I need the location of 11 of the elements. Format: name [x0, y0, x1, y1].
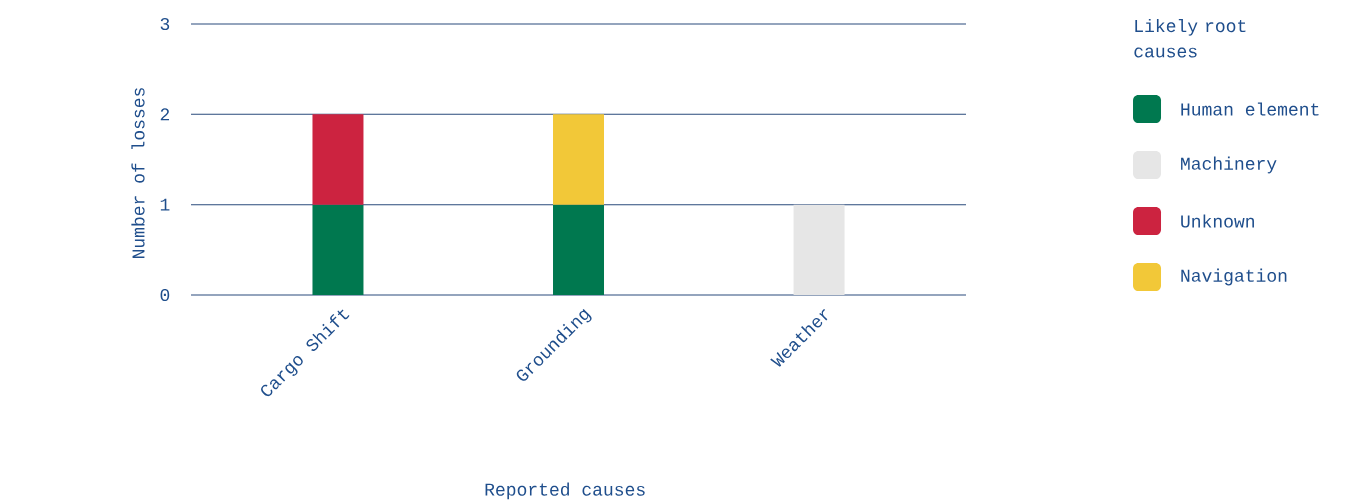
x-axis-title: Reported causes: [485, 482, 645, 500]
legend-label: Machinery: [1181, 156, 1277, 174]
legend-title: Likely root causes: [1134, 18, 1246, 58]
y-axis-title: Number of losses: [131, 88, 145, 259]
y-tick-label: 0: [160, 288, 170, 302]
legend-label: Navigation: [1181, 268, 1287, 286]
y-tick-label: 1: [160, 198, 170, 211]
legend-label: Unknown: [1181, 214, 1254, 228]
legend-label: Human element: [1181, 102, 1319, 116]
y-tick-label: 2: [160, 108, 170, 121]
y-tick-label: 3: [160, 17, 170, 31]
